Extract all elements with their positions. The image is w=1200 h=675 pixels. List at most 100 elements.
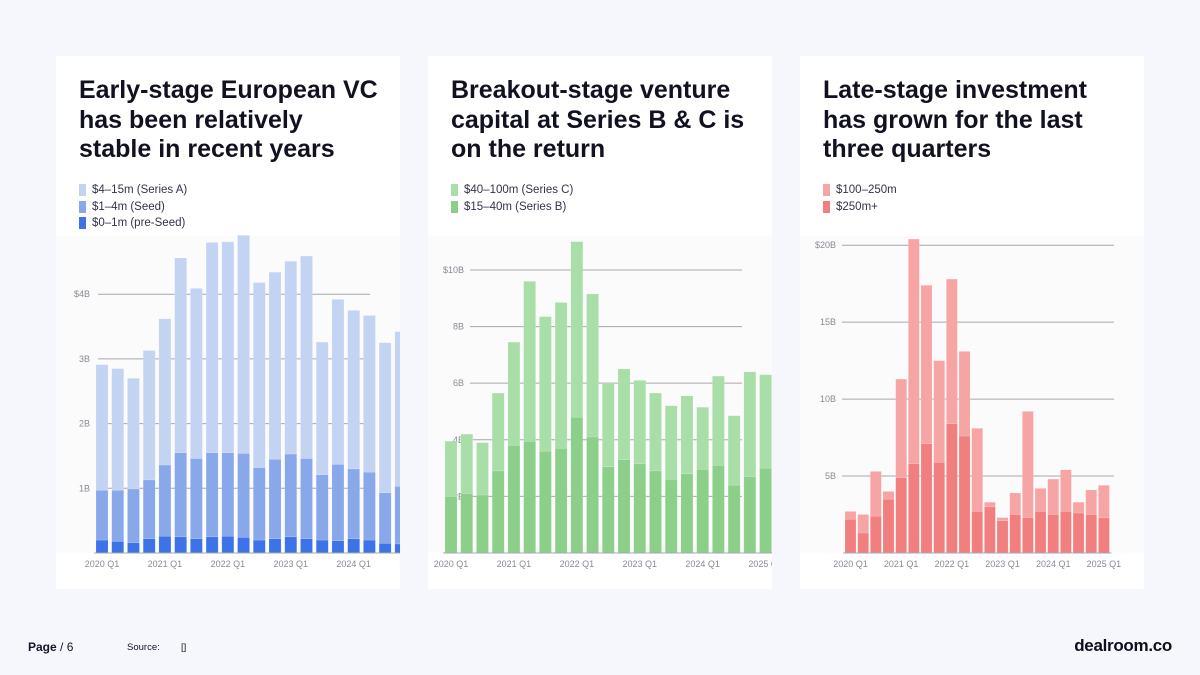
bar-segment — [895, 378, 907, 478]
bar-segment — [315, 539, 329, 554]
bar-segment — [363, 539, 376, 554]
y-tick-label: 10B — [820, 394, 836, 404]
bar-segment — [237, 235, 250, 454]
bar-segment — [727, 484, 741, 554]
bar-segment — [378, 492, 392, 544]
bar-segment — [1009, 492, 1021, 515]
bar-segment — [946, 423, 958, 554]
bar-segment — [1034, 488, 1047, 512]
bar-segment — [174, 536, 187, 554]
bar-segment — [870, 515, 882, 554]
chart-card-breakout-stage: Breakout-stage venture capital at Series… — [428, 56, 772, 589]
bar-segment — [268, 538, 282, 554]
bar-segment — [908, 238, 920, 464]
legend-label: $0–1m (pre-Seed) — [92, 217, 186, 230]
bar-segment — [476, 494, 489, 554]
bar-segment — [315, 474, 329, 541]
x-tick-label: 2022 Q1 — [935, 559, 970, 569]
bar-segment — [664, 479, 678, 554]
bar-segment — [554, 448, 568, 554]
bar-segment — [190, 538, 203, 554]
bar-segment — [158, 464, 172, 537]
legend-swatch — [823, 184, 830, 197]
x-tick-label: 2021 Q1 — [497, 559, 532, 569]
bar-segment — [315, 341, 329, 475]
bar-segment — [363, 315, 376, 473]
bar-segment — [617, 368, 631, 460]
bar-segment — [933, 461, 945, 554]
bar-segment — [331, 299, 345, 465]
bar-segment — [127, 378, 140, 490]
legend-label: $100–250m — [836, 184, 897, 197]
bar-segment — [300, 255, 313, 459]
bar-chart-breakout-stage: 2B 4B 6B 8B $10B 2020 Q1 2021 Q1 2022 Q1 2023 Q1… — [428, 236, 772, 569]
bar-segment — [205, 536, 219, 554]
bar-segment — [347, 468, 360, 540]
bar-segment — [857, 532, 869, 554]
bar-segment — [1022, 411, 1034, 518]
bar-segment — [268, 271, 282, 460]
bar-segment — [158, 318, 172, 466]
bar-segment — [882, 491, 895, 500]
bar-segment — [712, 465, 725, 554]
x-tick-label: 2023 Q1 — [273, 559, 308, 569]
bar-segment — [142, 350, 156, 481]
bar-segment — [300, 538, 313, 554]
card-title: Breakout-stage venture capital at Series… — [451, 76, 745, 163]
y-tick-label: $10B — [443, 265, 464, 275]
bar-segment — [633, 380, 647, 465]
x-tick-label: 2021 Q1 — [148, 559, 183, 569]
bar-segment — [727, 415, 741, 486]
bar-segment — [946, 278, 958, 424]
bar-segment — [394, 486, 400, 545]
x-tick-label: 2024 Q1 — [336, 559, 371, 569]
bar-segment — [759, 374, 772, 469]
bar-segment — [394, 331, 400, 487]
bar-segment — [460, 493, 473, 554]
bar-segment — [142, 538, 156, 554]
legend-item: $4–15m (Series A) — [79, 182, 187, 199]
bar-segment — [1085, 489, 1097, 515]
bar-segment — [158, 535, 172, 554]
bar-segment — [1098, 485, 1110, 518]
y-tick-label: 2B — [79, 419, 90, 429]
bar-segment — [664, 405, 678, 480]
y-tick-label: 5B — [825, 471, 836, 481]
card-title: Early-stage European VC has been relativ… — [79, 76, 378, 163]
legend-label: $40–100m (Series C) — [464, 184, 574, 197]
bar-segment — [570, 241, 584, 418]
legend-label: $4–15m (Series A) — [92, 184, 188, 197]
bar-segment — [759, 467, 772, 554]
bar-segment — [908, 463, 920, 554]
bar-segment — [507, 341, 521, 446]
bar-segment — [1072, 501, 1085, 514]
bar-segment — [284, 453, 298, 538]
bar-segment — [460, 433, 473, 494]
legend-item: $15–40m (Series B) — [451, 199, 573, 216]
bar-segment — [253, 282, 266, 468]
card-title: Late-stage investment has grown for the … — [823, 76, 1087, 163]
bar-segment — [284, 260, 298, 455]
bar-segment — [844, 518, 857, 554]
x-tick-label: 2023 Q1 — [622, 559, 657, 569]
bar-segment — [1060, 511, 1072, 554]
bar-segment — [284, 536, 298, 554]
bar-segment — [1047, 514, 1059, 554]
bar-segment — [523, 281, 536, 442]
bar-segment — [190, 288, 203, 459]
legend-swatch — [451, 184, 458, 197]
chart-legend: $100–250m $250m+ — [823, 182, 897, 215]
bar-segment — [237, 453, 250, 538]
bar-segment — [920, 284, 933, 444]
x-tick-label: 2025 Q1 — [399, 559, 400, 569]
chart-legend: $4–15m (Series A) $1–4m (Seed) $0–1m (pr… — [79, 182, 187, 232]
source-value: [] — [181, 642, 187, 653]
bar-segment — [491, 470, 505, 554]
bar-segment — [857, 514, 869, 534]
bar-segment — [958, 435, 971, 554]
bar-segment — [378, 342, 392, 494]
bar-segment — [554, 302, 568, 449]
x-tick-label: 2020 Q1 — [833, 559, 868, 569]
bar-segment — [253, 467, 266, 541]
bar-segment — [174, 452, 187, 538]
